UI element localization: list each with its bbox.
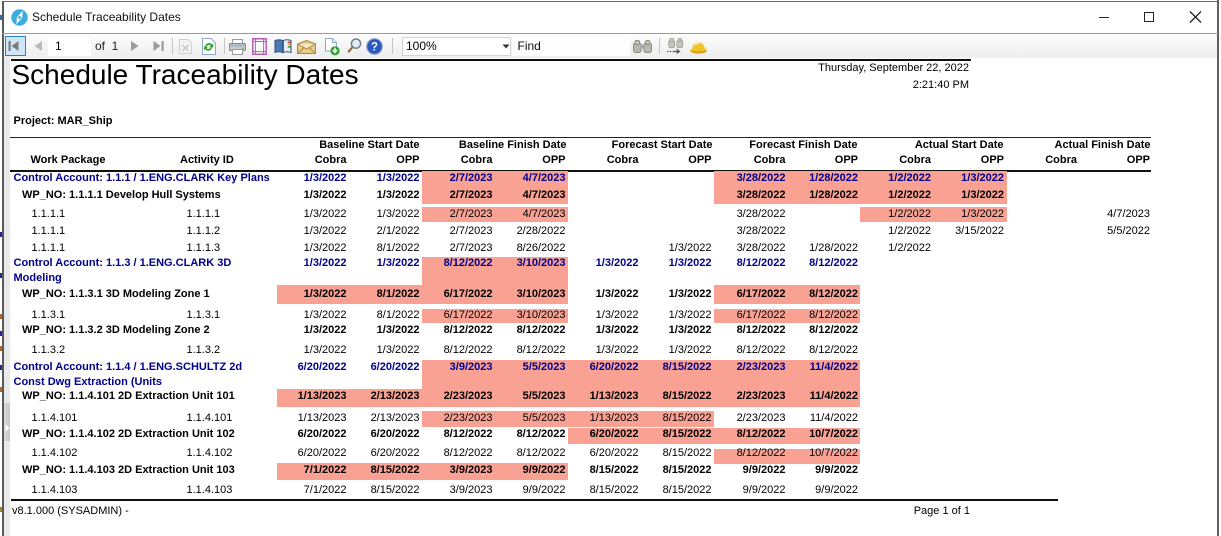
svg-text:?: ? [371,42,378,54]
